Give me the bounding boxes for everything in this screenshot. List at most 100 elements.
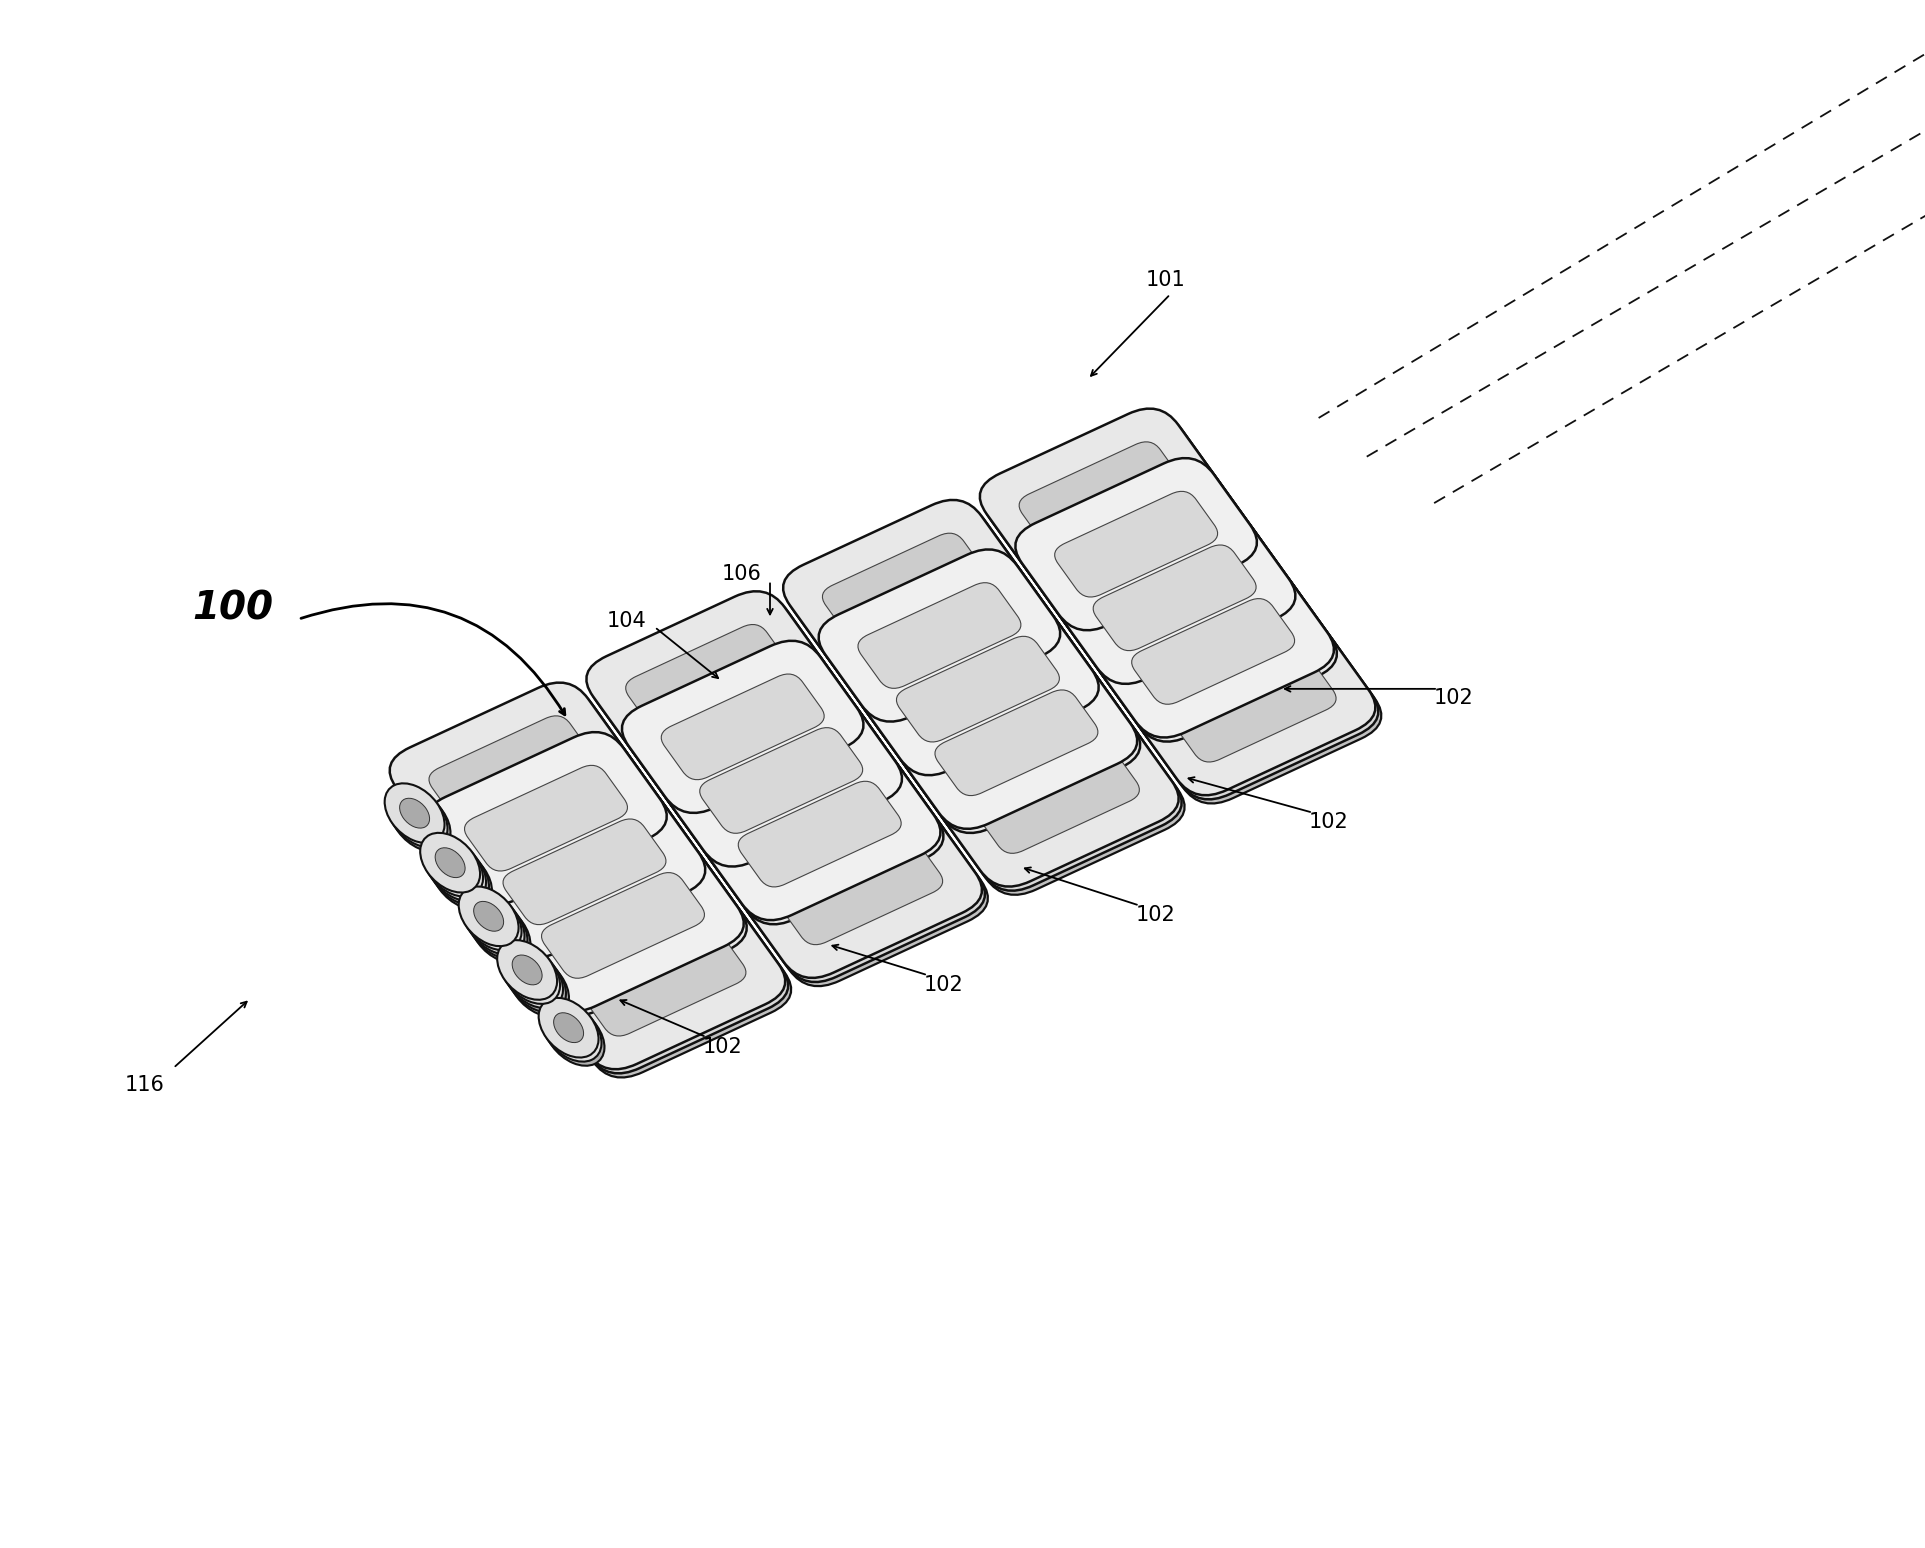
FancyBboxPatch shape (751, 797, 912, 904)
Text: 102: 102 (1309, 813, 1349, 833)
Ellipse shape (425, 841, 485, 901)
FancyBboxPatch shape (664, 698, 905, 870)
Ellipse shape (385, 783, 445, 844)
FancyBboxPatch shape (1024, 471, 1267, 642)
FancyBboxPatch shape (1099, 574, 1340, 746)
Ellipse shape (447, 864, 477, 895)
FancyBboxPatch shape (472, 799, 714, 971)
FancyBboxPatch shape (1061, 520, 1301, 692)
FancyBboxPatch shape (431, 740, 672, 912)
Ellipse shape (506, 952, 566, 1012)
Ellipse shape (483, 913, 512, 944)
FancyBboxPatch shape (668, 683, 830, 788)
FancyBboxPatch shape (859, 582, 1020, 689)
FancyBboxPatch shape (583, 930, 747, 1036)
FancyBboxPatch shape (828, 562, 1068, 734)
FancyBboxPatch shape (633, 658, 876, 830)
FancyBboxPatch shape (670, 707, 911, 879)
FancyBboxPatch shape (512, 831, 676, 937)
FancyBboxPatch shape (660, 695, 903, 867)
FancyBboxPatch shape (622, 641, 864, 813)
FancyBboxPatch shape (389, 683, 631, 854)
FancyBboxPatch shape (631, 633, 795, 738)
FancyBboxPatch shape (1057, 495, 1220, 601)
Ellipse shape (516, 960, 545, 989)
FancyBboxPatch shape (510, 851, 753, 1023)
Ellipse shape (402, 802, 433, 833)
FancyBboxPatch shape (830, 567, 1072, 738)
Ellipse shape (391, 791, 450, 851)
FancyBboxPatch shape (508, 827, 672, 933)
FancyBboxPatch shape (1095, 570, 1338, 741)
FancyBboxPatch shape (1063, 503, 1226, 610)
FancyBboxPatch shape (860, 587, 1024, 692)
FancyBboxPatch shape (857, 604, 1099, 776)
FancyBboxPatch shape (1061, 500, 1224, 605)
Text: 102: 102 (1434, 689, 1475, 709)
Ellipse shape (387, 788, 447, 847)
Ellipse shape (541, 1002, 601, 1062)
FancyBboxPatch shape (828, 542, 991, 647)
Text: 104: 104 (606, 611, 647, 632)
Ellipse shape (545, 1006, 604, 1065)
FancyBboxPatch shape (939, 718, 1182, 890)
FancyBboxPatch shape (824, 557, 1066, 729)
FancyBboxPatch shape (464, 765, 628, 872)
FancyBboxPatch shape (783, 500, 1024, 672)
FancyBboxPatch shape (905, 649, 1068, 754)
Ellipse shape (522, 968, 551, 997)
Ellipse shape (458, 887, 518, 946)
Ellipse shape (424, 837, 483, 896)
FancyBboxPatch shape (626, 646, 866, 817)
FancyBboxPatch shape (864, 591, 1026, 697)
Ellipse shape (554, 1012, 583, 1043)
FancyBboxPatch shape (1018, 463, 1261, 635)
Ellipse shape (470, 902, 531, 963)
Ellipse shape (477, 906, 506, 935)
Ellipse shape (556, 1017, 587, 1046)
FancyBboxPatch shape (502, 819, 666, 924)
FancyBboxPatch shape (475, 782, 639, 887)
FancyBboxPatch shape (705, 757, 947, 929)
Ellipse shape (420, 833, 479, 893)
FancyBboxPatch shape (895, 656, 1138, 828)
FancyBboxPatch shape (395, 690, 637, 864)
FancyBboxPatch shape (545, 876, 708, 983)
FancyBboxPatch shape (703, 732, 866, 837)
FancyBboxPatch shape (783, 844, 945, 949)
FancyBboxPatch shape (631, 653, 872, 825)
Text: 102: 102 (703, 1037, 743, 1057)
FancyBboxPatch shape (672, 711, 914, 882)
Ellipse shape (400, 799, 429, 828)
FancyBboxPatch shape (1134, 602, 1297, 709)
FancyBboxPatch shape (1134, 622, 1376, 796)
FancyBboxPatch shape (470, 794, 710, 966)
Ellipse shape (441, 856, 472, 885)
FancyBboxPatch shape (947, 706, 1111, 813)
FancyBboxPatch shape (504, 844, 747, 1015)
FancyBboxPatch shape (1095, 550, 1259, 655)
FancyBboxPatch shape (1138, 627, 1378, 799)
FancyBboxPatch shape (901, 666, 1143, 837)
FancyBboxPatch shape (980, 409, 1222, 580)
Text: 100: 100 (192, 590, 273, 627)
FancyBboxPatch shape (628, 649, 870, 820)
FancyBboxPatch shape (1057, 515, 1299, 687)
FancyBboxPatch shape (708, 760, 949, 932)
FancyBboxPatch shape (984, 413, 1224, 585)
FancyBboxPatch shape (1063, 525, 1305, 697)
FancyBboxPatch shape (502, 839, 743, 1011)
Ellipse shape (518, 963, 549, 994)
FancyBboxPatch shape (1099, 553, 1263, 659)
FancyBboxPatch shape (1138, 607, 1301, 712)
FancyBboxPatch shape (468, 769, 631, 875)
FancyBboxPatch shape (1143, 615, 1307, 721)
FancyBboxPatch shape (986, 416, 1228, 590)
FancyBboxPatch shape (703, 752, 943, 924)
Ellipse shape (439, 851, 468, 882)
FancyBboxPatch shape (706, 735, 868, 842)
Text: 101: 101 (1145, 271, 1186, 291)
FancyBboxPatch shape (552, 889, 716, 995)
FancyBboxPatch shape (1101, 557, 1265, 663)
Ellipse shape (468, 899, 527, 958)
